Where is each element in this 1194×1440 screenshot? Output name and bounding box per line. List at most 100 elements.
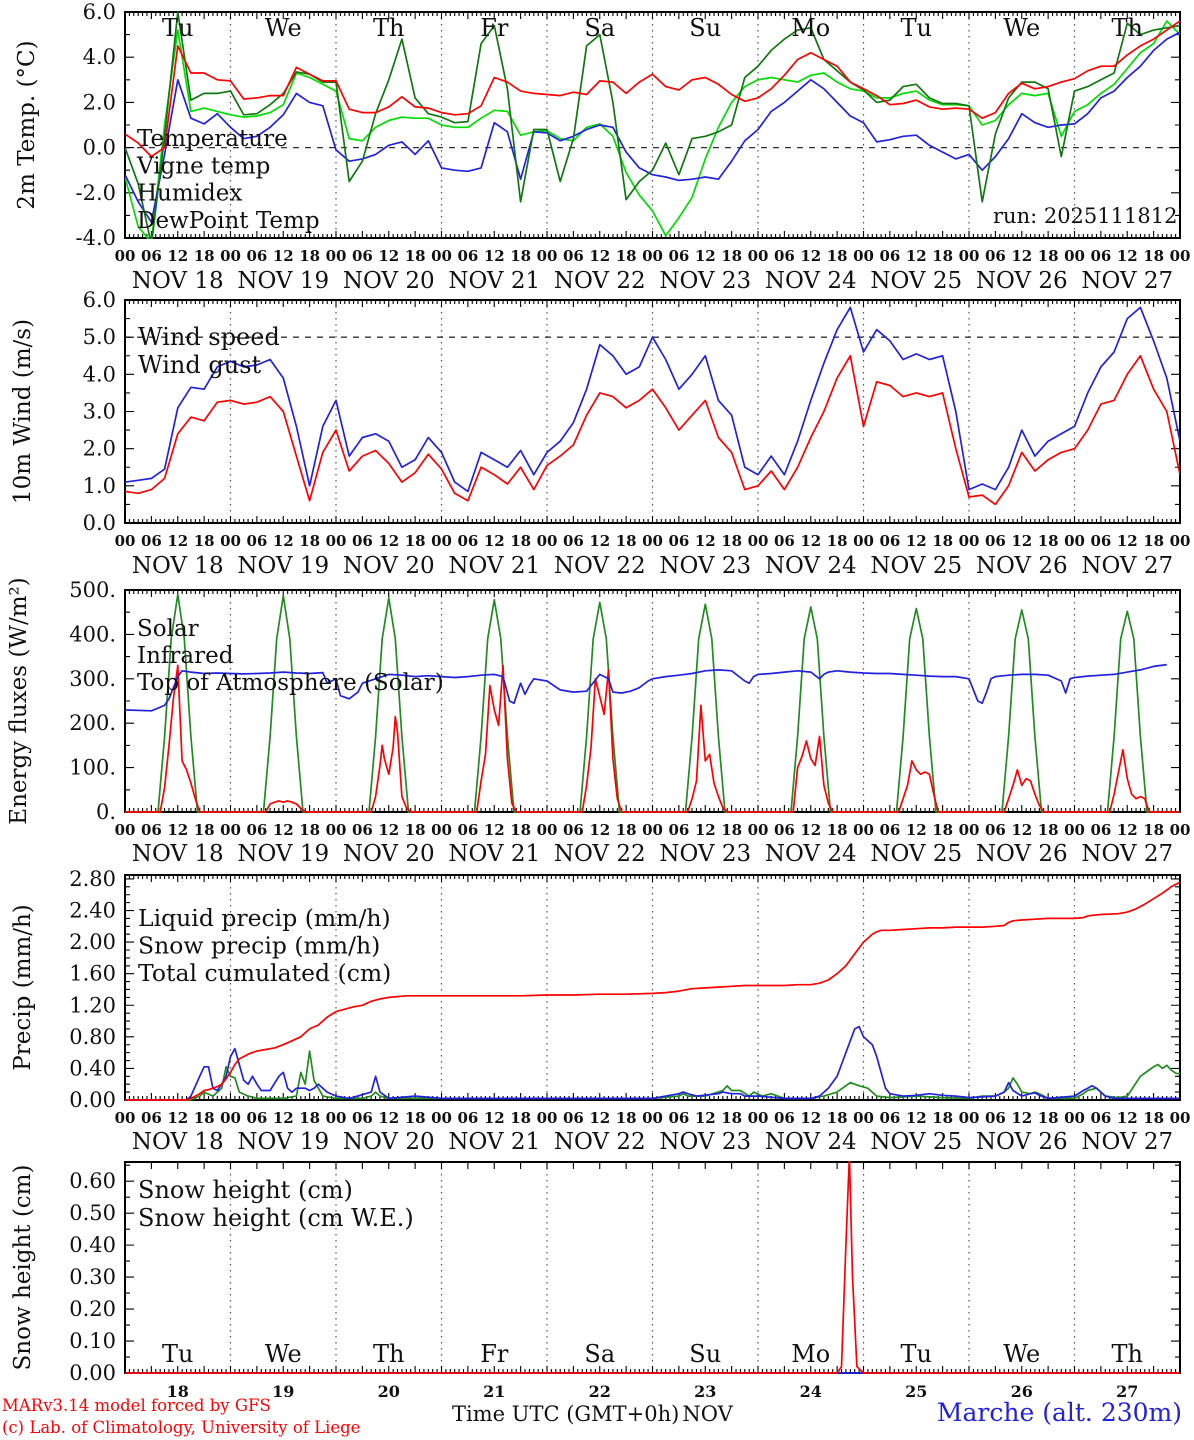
- svg-text:06: 06: [1090, 247, 1111, 265]
- svg-text:12: 12: [589, 1109, 610, 1127]
- svg-text:NOV 24: NOV 24: [765, 268, 857, 294]
- svg-text:18: 18: [405, 532, 426, 550]
- svg-text:06: 06: [668, 821, 689, 839]
- svg-text:00: 00: [220, 821, 241, 839]
- svg-text:06: 06: [1090, 1109, 1111, 1127]
- svg-text:00: 00: [642, 532, 663, 550]
- svg-text:00: 00: [748, 821, 769, 839]
- svg-text:00: 00: [748, 247, 769, 265]
- svg-text:0.00: 0.00: [69, 1361, 116, 1385]
- svg-text:12: 12: [906, 532, 927, 550]
- svg-text:NOV 19: NOV 19: [237, 553, 329, 579]
- svg-text:06: 06: [1090, 821, 1111, 839]
- svg-text:0.: 0.: [96, 800, 116, 824]
- svg-text:12: 12: [1117, 532, 1138, 550]
- svg-text:06: 06: [563, 821, 584, 839]
- svg-text:00: 00: [115, 532, 136, 550]
- svg-text:18: 18: [510, 1109, 531, 1127]
- svg-text:00: 00: [959, 821, 980, 839]
- svg-text:12: 12: [1011, 247, 1032, 265]
- svg-text:Fr: Fr: [480, 14, 509, 42]
- svg-text:NOV 26: NOV 26: [976, 268, 1068, 294]
- svg-text:06: 06: [457, 821, 478, 839]
- svg-text:12: 12: [906, 821, 927, 839]
- svg-text:22: 22: [589, 1382, 611, 1401]
- svg-text:12: 12: [695, 532, 716, 550]
- svg-text:06: 06: [879, 532, 900, 550]
- svg-text:00: 00: [853, 821, 874, 839]
- svg-text:06: 06: [246, 821, 267, 839]
- series-humidex: [125, 31, 1180, 224]
- svg-text:00: 00: [959, 532, 980, 550]
- svg-text:06: 06: [457, 1109, 478, 1127]
- svg-text:18: 18: [1143, 532, 1164, 550]
- svg-text:12: 12: [167, 1109, 188, 1127]
- svg-text:12: 12: [800, 247, 821, 265]
- svg-text:00: 00: [537, 1109, 558, 1127]
- svg-text:NOV 25: NOV 25: [870, 268, 962, 294]
- svg-text:12: 12: [484, 1109, 505, 1127]
- svg-text:18: 18: [194, 821, 215, 839]
- svg-text:23: 23: [694, 1382, 716, 1401]
- svg-text:12: 12: [167, 532, 188, 550]
- svg-text:06: 06: [879, 1109, 900, 1127]
- svg-text:00: 00: [220, 1109, 241, 1127]
- svg-text:NOV 20: NOV 20: [343, 841, 435, 867]
- svg-text:18: 18: [1038, 532, 1059, 550]
- svg-text:25: 25: [905, 1382, 927, 1401]
- svg-text:Mo: Mo: [791, 14, 830, 42]
- svg-text:27: 27: [1116, 1382, 1138, 1401]
- svg-text:10m Wind (m/s): 10m Wind (m/s): [10, 319, 36, 504]
- svg-text:20: 20: [378, 1382, 400, 1401]
- svg-text:18: 18: [510, 247, 531, 265]
- svg-text:06: 06: [246, 1109, 267, 1127]
- svg-text:18: 18: [167, 1382, 189, 1401]
- legend-wind-1: Wind gust: [138, 351, 262, 379]
- svg-text:NOV 27: NOV 27: [1081, 1129, 1173, 1155]
- svg-text:NOV 26: NOV 26: [976, 841, 1068, 867]
- svg-text:Sa: Sa: [584, 1340, 615, 1368]
- svg-text:NOV 25: NOV 25: [870, 1129, 962, 1155]
- svg-text:2.40: 2.40: [69, 899, 116, 923]
- svg-text:NOV 22: NOV 22: [554, 841, 646, 867]
- svg-text:2.80: 2.80: [69, 867, 116, 891]
- svg-text:18: 18: [299, 247, 320, 265]
- svg-text:0.20: 0.20: [69, 1297, 116, 1321]
- svg-text:00: 00: [220, 532, 241, 550]
- svg-text:00: 00: [537, 532, 558, 550]
- svg-text:12: 12: [378, 532, 399, 550]
- svg-text:06: 06: [246, 532, 267, 550]
- svg-text:00: 00: [1170, 1109, 1191, 1127]
- svg-text:18: 18: [827, 532, 848, 550]
- svg-text:12: 12: [589, 821, 610, 839]
- svg-text:00: 00: [853, 247, 874, 265]
- svg-text:18: 18: [827, 821, 848, 839]
- svg-text:Energy fluxes (W/m²): Energy fluxes (W/m²): [6, 577, 32, 824]
- svg-text:0.40: 0.40: [69, 1056, 116, 1080]
- svg-text:06: 06: [141, 247, 162, 265]
- svg-text:18: 18: [932, 247, 953, 265]
- svg-text:NOV 18: NOV 18: [132, 553, 224, 579]
- svg-text:NOV 27: NOV 27: [1081, 553, 1173, 579]
- svg-text:12: 12: [484, 532, 505, 550]
- svg-text:12: 12: [800, 821, 821, 839]
- svg-text:-2.0: -2.0: [76, 181, 117, 205]
- svg-text:0.0: 0.0: [83, 136, 116, 160]
- svg-text:NOV 24: NOV 24: [765, 1129, 857, 1155]
- svg-text:06: 06: [774, 821, 795, 839]
- svg-text:21: 21: [483, 1382, 505, 1401]
- svg-text:18: 18: [616, 1109, 637, 1127]
- svg-text:12: 12: [167, 247, 188, 265]
- svg-text:18: 18: [194, 247, 215, 265]
- svg-text:NOV 25: NOV 25: [870, 841, 962, 867]
- svg-text:00: 00: [959, 1109, 980, 1127]
- svg-text:18: 18: [299, 1109, 320, 1127]
- svg-text:06: 06: [879, 821, 900, 839]
- svg-text:NOV 23: NOV 23: [659, 1129, 751, 1155]
- svg-text:NOV 19: NOV 19: [237, 841, 329, 867]
- svg-text:NOV 21: NOV 21: [448, 1129, 540, 1155]
- svg-text:06: 06: [457, 247, 478, 265]
- svg-text:00: 00: [1170, 532, 1191, 550]
- lab-credit-line: (c) Lab. of Climatology, University of L…: [2, 1418, 361, 1437]
- svg-text:We: We: [265, 1340, 302, 1368]
